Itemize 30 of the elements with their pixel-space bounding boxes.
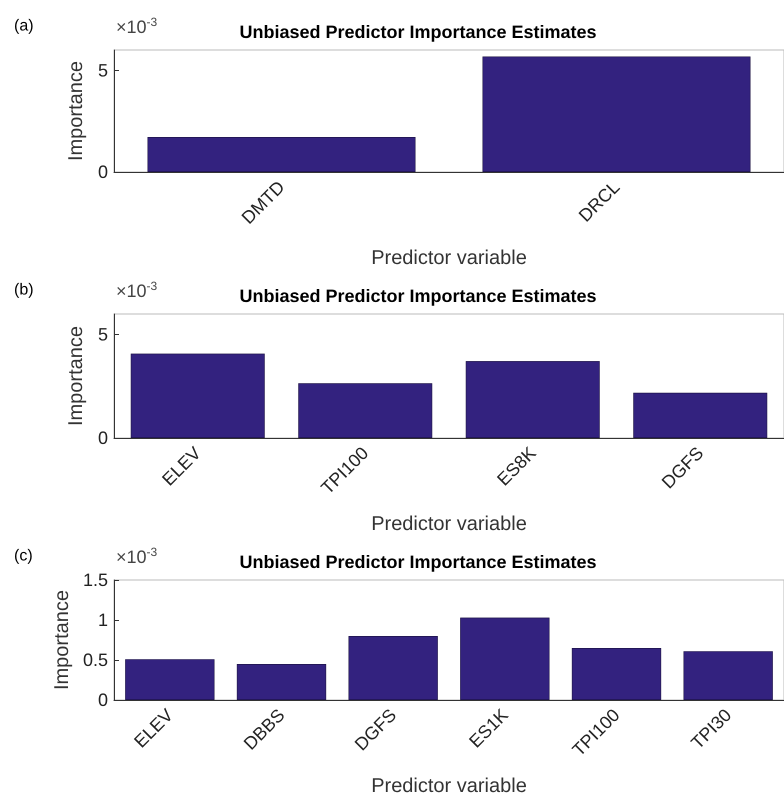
chart-title: Unbiased Predictor Importance Estimates (239, 552, 597, 572)
bar (298, 383, 432, 438)
bar (125, 659, 214, 700)
chart-title: Unbiased Predictor Importance Estimates (239, 286, 597, 306)
y-tick-label: 0.5 (82, 650, 108, 670)
chart-title: Unbiased Predictor Importance Estimates (239, 22, 597, 42)
text: (b) (14, 282, 34, 298)
y-tick-label: 0 (98, 428, 108, 448)
bar (572, 648, 662, 700)
bar (684, 651, 773, 700)
y-tick-label: 1.5 (82, 570, 108, 590)
y-tick-label: 0 (98, 162, 108, 182)
text: (a) (14, 18, 34, 34)
y-axis-title: Importance (51, 590, 74, 690)
bar (460, 618, 550, 700)
text: (c) (14, 548, 33, 564)
x-axis-title: Predictor variable (371, 513, 527, 535)
bar (466, 361, 600, 438)
y-axis-title: Importance (65, 60, 87, 162)
y-tick-label: 0 (98, 690, 108, 710)
x-axis-title: Predictor variable (371, 775, 527, 797)
bar (348, 636, 438, 700)
x-axis-title: Predictor variable (371, 247, 527, 269)
bar (633, 392, 768, 438)
y-axis-title: Importance (65, 326, 87, 426)
bar (236, 664, 326, 700)
y-tick-label: 5 (98, 60, 108, 80)
bar (130, 354, 265, 438)
y-tick-label: 1 (98, 610, 108, 630)
y-tick-label: 5 (98, 324, 108, 345)
